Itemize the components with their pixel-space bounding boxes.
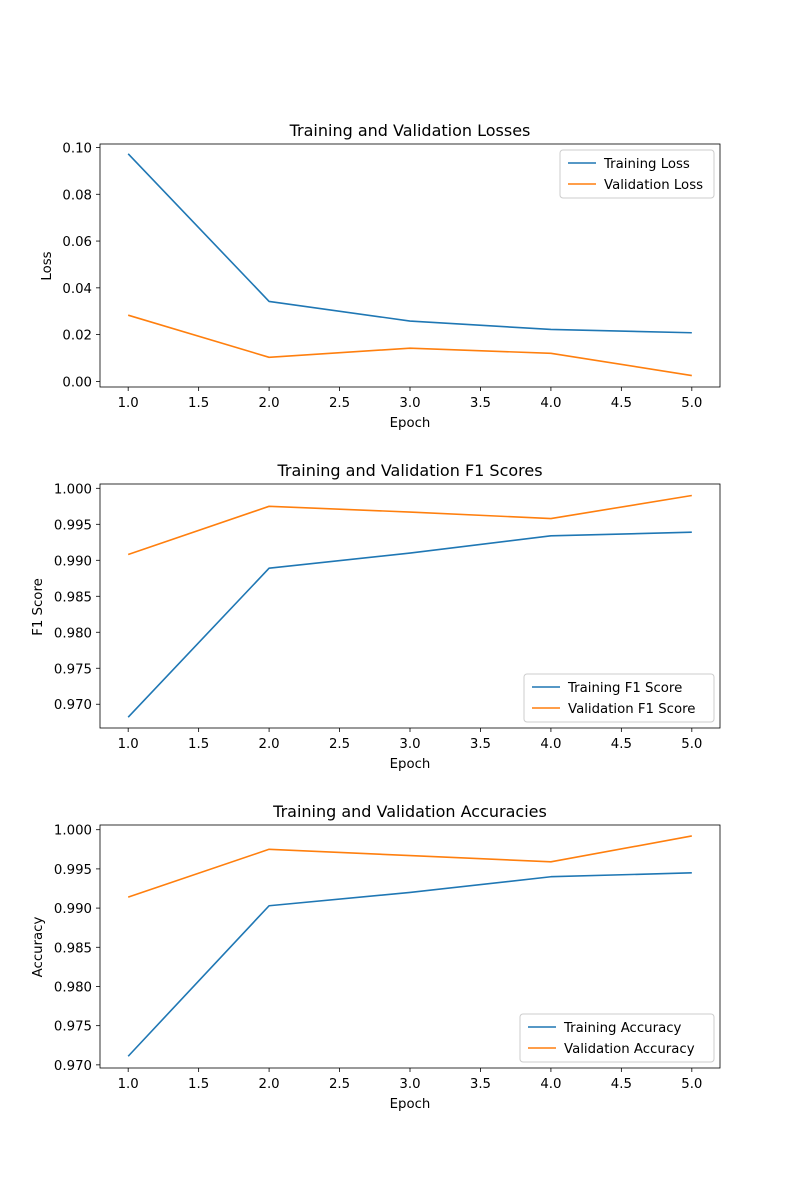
legend-label: Training F1 Score [567,681,682,696]
subplot-f1-scores: Training and Validation F1 Scores Epoch … [31,461,721,772]
legend: Training F1 Score Validation F1 Score [523,673,715,723]
y-tick-label: 0.970 [54,698,92,713]
x-tick-label: 1.0 [118,1077,139,1092]
y-axis-label: Loss [40,251,55,280]
x-tick-label: 2.0 [259,396,280,411]
x-tick-label: 1.0 [118,396,139,411]
subplot-accuracies: Training and Validation Accuracies Epoch… [31,802,721,1112]
x-tick-label: 4.0 [540,737,561,752]
y-tick-label: 0.980 [54,626,92,641]
legend-label: Validation Accuracy [564,1042,695,1057]
y-tick-label: 0.970 [54,1059,92,1074]
chart-title: Training and Validation Losses [289,121,531,140]
series-line-validation [127,494,692,556]
y-axis-label: Accuracy [31,917,46,978]
y-tick-label: 1.000 [54,824,92,839]
y-tick-label: 0.985 [54,590,92,605]
y-tick-label: 0.10 [62,142,92,157]
x-tick-label: 3.5 [470,1077,491,1092]
plot-frame [99,483,721,729]
legend: Training Loss Validation Loss [559,149,715,199]
x-tick-label: 5.0 [681,1077,702,1092]
y-tick-label: 1.000 [54,482,92,497]
x-tick-label: 4.5 [611,396,632,411]
series-line-validation [127,314,692,377]
x-axis-label: Epoch [390,757,431,772]
chart-title: Training and Validation F1 Scores [276,461,542,480]
x-tick-label: 2.0 [259,737,280,752]
x-tick-label: 3.5 [470,737,491,752]
x-tick-label: 3.5 [470,396,491,411]
chart-title: Training and Validation Accuracies [272,802,547,821]
y-tick-label: 0.02 [62,329,92,344]
y-tick-label: 0.04 [62,282,92,297]
x-tick-label: 1.0 [118,737,139,752]
plot-frame [99,824,721,1069]
y-tick-label: 0.975 [54,662,92,677]
x-tick-label: 1.5 [188,1077,209,1092]
legend-box [523,673,715,723]
x-tick-label: 2.5 [329,396,350,411]
x-tick-label: 3.0 [399,1077,420,1092]
y-tick-label: 0.995 [54,863,92,878]
y-tick-label: 0.995 [54,518,92,533]
x-tick-label: 4.5 [611,737,632,752]
y-tick-label: 0.08 [62,188,92,203]
legend-label: Validation Loss [604,178,703,193]
x-tick-label: 2.0 [259,1077,280,1092]
series-line-validation [127,835,692,898]
x-tick-label: 2.5 [329,1077,350,1092]
series-line-training [127,531,692,718]
legend: Training Accuracy Validation Accuracy [519,1013,715,1063]
legend-label: Validation F1 Score [568,702,695,717]
x-axis-label: Epoch [390,1097,431,1112]
y-tick-label: 0.975 [54,1020,92,1035]
x-tick-label: 2.5 [329,737,350,752]
x-axis-label: Epoch [390,416,431,431]
y-tick-label: 0.990 [54,554,92,569]
y-tick-label: 0.985 [54,941,92,956]
legend-label: Training Accuracy [563,1021,682,1036]
series-line-training [127,153,692,334]
x-tick-label: 3.0 [399,737,420,752]
legend-box [519,1013,715,1063]
y-tick-label: 0.00 [62,375,92,390]
legend-box [559,149,715,199]
subplot-losses: Training and Validation Losses Epoch Los… [40,121,721,431]
legend-label: Training Loss [603,157,690,172]
plot-frame [99,143,721,388]
x-tick-label: 5.0 [681,396,702,411]
x-tick-label: 4.0 [540,396,561,411]
x-tick-label: 4.5 [611,1077,632,1092]
x-tick-label: 5.0 [681,737,702,752]
y-axis-label: F1 Score [31,578,46,636]
x-tick-label: 4.0 [540,1077,561,1092]
y-tick-label: 0.990 [54,902,92,917]
x-tick-label: 3.0 [399,396,420,411]
series-line-training [127,872,692,1057]
x-tick-label: 1.5 [188,396,209,411]
x-tick-label: 1.5 [188,737,209,752]
y-tick-label: 0.980 [54,980,92,995]
y-tick-label: 0.06 [62,235,92,250]
